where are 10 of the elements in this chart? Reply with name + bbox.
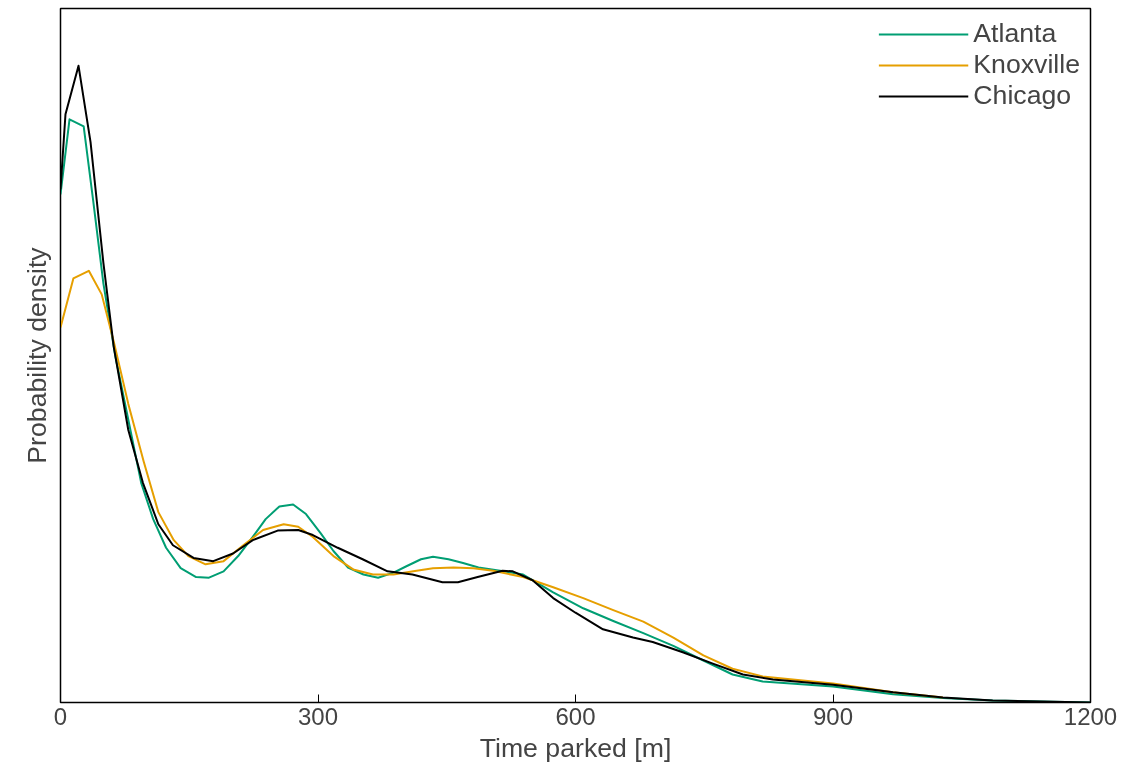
- x-axis-title: Time parked [m]: [479, 732, 672, 763]
- legend-label: Chicago: [973, 80, 1072, 111]
- x-tick-label: 300: [297, 702, 339, 730]
- x-tick-label: 0: [53, 702, 68, 730]
- y-axis-title: Probability density: [21, 246, 52, 464]
- x-tick-label: 1200: [1063, 702, 1118, 730]
- legend-label: Knoxville: [973, 49, 1080, 80]
- x-tick-label: 600: [555, 702, 596, 730]
- x-tick-label: 900: [812, 702, 854, 730]
- legend-label: Atlanta: [973, 18, 1057, 49]
